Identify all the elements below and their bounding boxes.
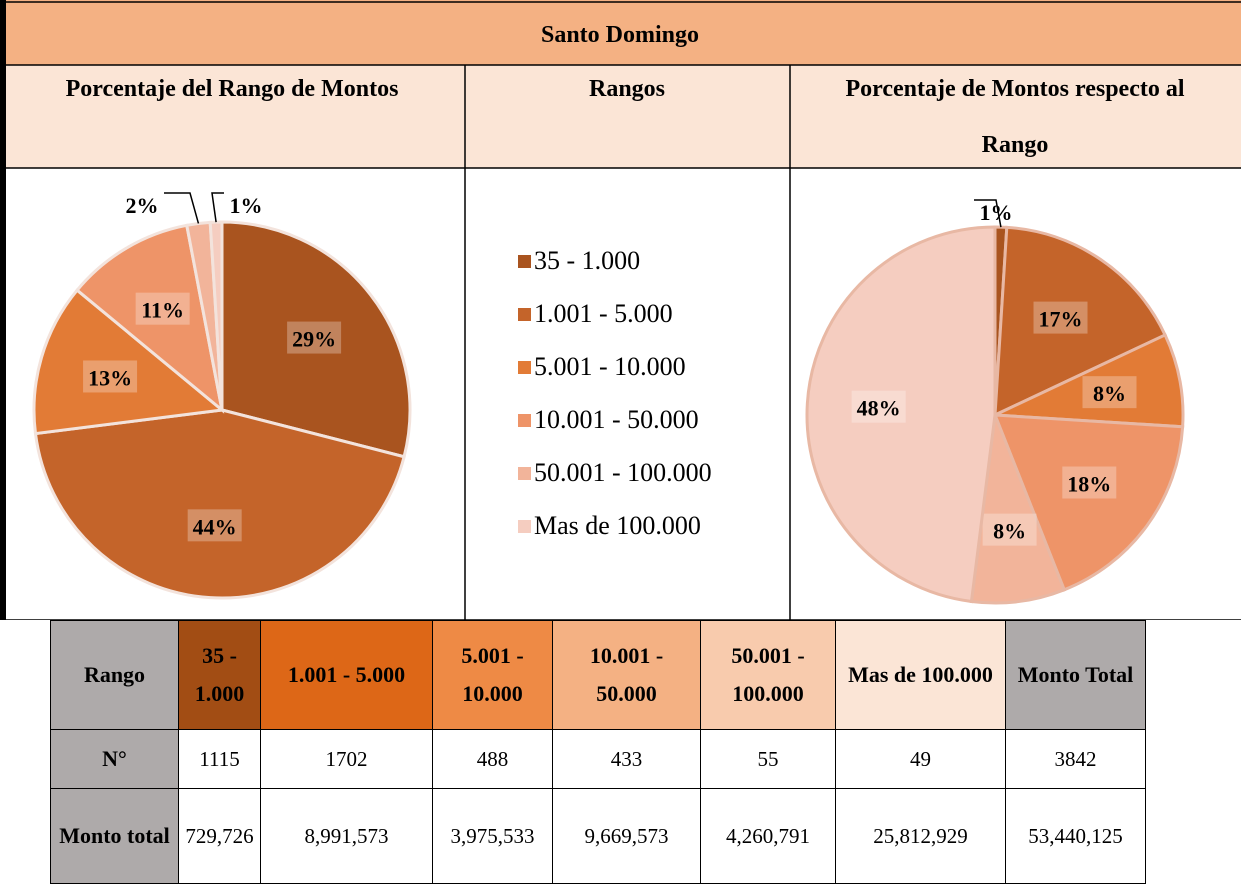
header-cell: 10.001 - 50.000 — [552, 620, 701, 730]
left-edge — [0, 0, 6, 620]
header-row: Rango 35 - 1.000 1.001 - 5.000 5.001 - 10.0… — [50, 620, 1146, 730]
pie-label: 17% — [1039, 307, 1083, 332]
cell: 4,260,791 — [700, 788, 836, 884]
pie-label: 1% — [980, 200, 1013, 225]
legend-label: 1.001 - 5.000 — [534, 299, 673, 328]
header-cell: 35 - 1.000 — [178, 620, 261, 730]
legend-swatch — [518, 414, 531, 427]
legend-swatch — [518, 308, 531, 321]
cell: 488 — [432, 729, 553, 789]
legend-swatch — [518, 255, 531, 268]
pie-label: 48% — [857, 396, 901, 421]
leader-line — [974, 199, 1002, 228]
pie-label: 1% — [230, 193, 263, 218]
cell: 25,812,929 — [835, 788, 1006, 884]
data-table: Rango 35 - 1.000 1.001 - 5.000 5.001 - 10.0… — [50, 620, 1146, 884]
cell: 49 — [835, 729, 1006, 789]
pie-label: 13% — [88, 365, 132, 390]
legend-label: 5.001 - 10.000 — [534, 352, 686, 381]
label-box — [83, 360, 138, 393]
cell: 433 — [552, 729, 701, 789]
body-row: Monto total 729,726 8,991,573 3,975,533 9,66… — [50, 788, 1146, 884]
cell: 1702 — [260, 729, 433, 789]
title-band — [0, 0, 1241, 65]
pie-label: 11% — [141, 298, 184, 323]
header-cell: Rango — [50, 620, 179, 730]
legend-swatch — [518, 520, 531, 533]
header-cell: 1.001 - 5.000 — [260, 620, 433, 730]
leader-line — [211, 192, 224, 223]
column-header: Porcentaje del Rango de Montos — [66, 76, 399, 102]
cell: 3,975,533 — [432, 788, 553, 884]
pie-slice — [994, 332, 1185, 429]
summary-panel: Santo Domingo Porcentaje del Rango de Mo… — [0, 0, 1241, 620]
header-cell: 5.001 - 10.000 — [432, 620, 553, 730]
pie-label: 44% — [193, 514, 237, 539]
legend-label: 35 - 1.000 — [534, 246, 640, 275]
pie-slice — [220, 220, 412, 459]
label-box — [187, 509, 242, 542]
cell: 8,991,573 — [260, 788, 433, 884]
header-cell: Mas de 100.000 — [835, 620, 1006, 730]
body-row: N° 1115 1702 488 433 55 49 3842 — [50, 729, 1146, 789]
legend-swatch — [518, 361, 531, 374]
title: Santo Domingo — [541, 22, 699, 48]
header-cell: Monto Total — [1005, 620, 1146, 730]
column-header: Rangos — [589, 76, 665, 102]
label-box — [1033, 301, 1088, 334]
cell: 729,726 — [178, 788, 261, 884]
cell: 9,669,573 — [552, 788, 701, 884]
pie-slice — [32, 288, 226, 436]
pie-slice — [805, 225, 997, 604]
pie-slice — [33, 408, 406, 600]
label-box — [982, 513, 1037, 546]
legend-label: 10.001 - 50.000 — [534, 405, 699, 434]
legend-swatch — [518, 467, 531, 480]
label-box — [1062, 466, 1117, 499]
pie-slice — [75, 223, 225, 414]
pie-slice — [969, 414, 1067, 605]
label-box — [851, 390, 906, 423]
row-label: N° — [50, 729, 179, 789]
cell: 53,440,125 — [1005, 788, 1146, 884]
pie-slice — [993, 225, 1168, 418]
cell: 3842 — [1005, 729, 1146, 789]
label-box — [135, 292, 190, 325]
label-box — [287, 321, 342, 354]
pie-slice — [992, 413, 1185, 592]
column-header-band — [0, 65, 1241, 168]
pie-label: 2% — [126, 193, 159, 218]
pie-label: 29% — [292, 327, 336, 352]
header-cell: 50.001 - 100.000 — [700, 620, 836, 730]
pie-label: 8% — [1093, 381, 1126, 406]
label-box — [1082, 376, 1137, 409]
row-label: Monto total — [50, 788, 179, 884]
legend-label: Mas de 100.000 — [534, 511, 701, 540]
legend-label: 50.001 - 100.000 — [534, 458, 712, 487]
cell: 55 — [700, 729, 836, 789]
leader-line — [164, 192, 200, 224]
cell: 1115 — [178, 729, 261, 789]
pie-label: 18% — [1067, 472, 1111, 497]
pie-label: 8% — [993, 519, 1026, 544]
column-header: Porcentaje de Montos respecto al Rango — [845, 76, 1184, 158]
